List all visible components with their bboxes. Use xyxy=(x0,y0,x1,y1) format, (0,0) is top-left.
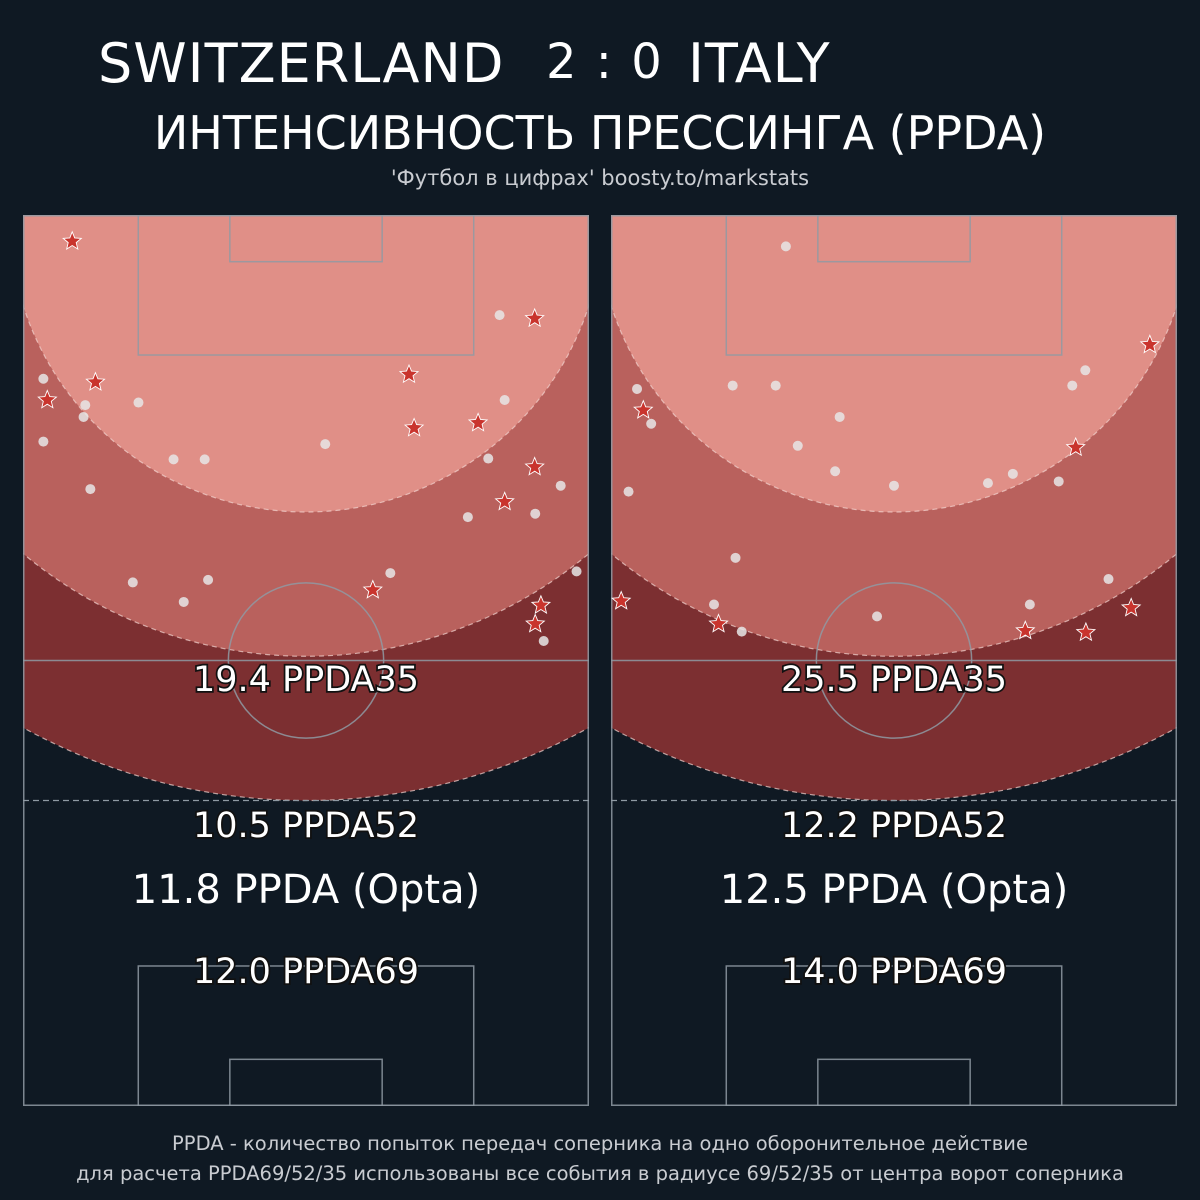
defensive-action-dot xyxy=(1080,365,1091,376)
top-six-yard-box xyxy=(229,215,383,263)
defensive-action-star xyxy=(494,491,515,511)
defensive-action-star xyxy=(611,590,632,610)
defensive-action-dot xyxy=(834,411,845,422)
pitch-chart-switzerland: 19.4 PPDA35 10.5 PPDA52 12.0 PPDA69 11.8 PP… xyxy=(23,215,589,1106)
match-score: 2 : 0 xyxy=(546,34,664,90)
away-team-name: ITALY xyxy=(688,32,831,95)
defensive-action-dot xyxy=(646,418,657,429)
zone-label-ppda69: 12.0 PPDA69 xyxy=(193,952,419,992)
defensive-action-dot xyxy=(571,566,582,577)
defensive-action-dot xyxy=(320,439,331,450)
defensive-action-dot xyxy=(780,241,791,252)
top-six-yard-box xyxy=(817,215,971,263)
opta-ppda-label: 12.5 PPDA (Opta) xyxy=(720,867,1068,913)
defensive-action-dot xyxy=(538,635,549,646)
zone-ppda35 xyxy=(611,215,1177,512)
opta-ppda-label: 11.8 PPDA (Opta) xyxy=(132,867,480,913)
defensive-action-star xyxy=(85,371,106,391)
zone-label-ppda69: 14.0 PPDA69 xyxy=(781,952,1007,992)
defensive-action-dot xyxy=(632,383,643,394)
defensive-action-star xyxy=(467,412,489,432)
defensive-action-dot xyxy=(462,512,473,523)
defensive-action-dot xyxy=(499,394,510,405)
centre-circle xyxy=(227,582,385,739)
match-title: SWITZERLAND 2 : 0 ITALY xyxy=(0,22,1200,102)
defensive-action-dot xyxy=(736,626,747,637)
defensive-action-dot xyxy=(623,486,634,497)
defensive-action-star xyxy=(1015,620,1036,640)
defensive-action-dot xyxy=(199,454,210,465)
defensive-action-dot xyxy=(792,440,803,451)
bottom-penalty-box xyxy=(137,965,475,1106)
zone-label-ppda52: 12.2 PPDA52 xyxy=(781,806,1007,846)
defensive-action-dot xyxy=(872,611,883,622)
defensive-action-dot xyxy=(889,480,899,491)
source-credit: 'Футбол в цифрах' boosty.to/markstats xyxy=(390,166,810,190)
defensive-action-star xyxy=(633,399,654,419)
zone-label-ppda35: 19.4 PPDA35 xyxy=(193,660,419,700)
defensive-action-dot xyxy=(385,568,396,579)
bottom-penalty-box xyxy=(725,965,1063,1106)
defensive-action-star xyxy=(524,307,545,328)
defensive-action-dot xyxy=(38,436,49,447)
defensive-action-star xyxy=(524,456,545,476)
defensive-action-dot xyxy=(178,596,189,607)
defensive-action-dot xyxy=(530,508,541,519)
defensive-action-star xyxy=(403,417,425,437)
defensive-action-dot xyxy=(133,397,144,408)
home-team-name: SWITZERLAND xyxy=(98,32,505,95)
defensive-action-star xyxy=(37,389,58,409)
defensive-action-dot xyxy=(1007,468,1018,479)
top-penalty-box xyxy=(725,215,1063,356)
defensive-action-star xyxy=(62,230,83,250)
zone-label-ppda52: 10.5 PPDA52 xyxy=(193,806,419,846)
top-penalty-box xyxy=(137,215,475,356)
defensive-action-star xyxy=(1139,334,1161,354)
footer-definition: PPDA - количество попыток передач соперн… xyxy=(172,1132,1028,1155)
defensive-action-star xyxy=(1120,597,1142,617)
defensive-action-dot xyxy=(168,454,179,465)
defensive-action-star xyxy=(708,613,729,633)
centre-circle xyxy=(815,582,973,739)
defensive-action-dot xyxy=(78,411,89,422)
defensive-action-star xyxy=(1075,621,1097,642)
footer-method: для расчета PPDA69/52/35 использованы вс… xyxy=(76,1162,1124,1185)
defensive-action-dot xyxy=(38,373,49,384)
defensive-action-dot xyxy=(770,380,781,391)
zone-label-ppda35: 25.5 PPDA35 xyxy=(781,660,1007,700)
defensive-action-dot xyxy=(982,478,993,489)
defensive-action-dot xyxy=(730,552,741,563)
defensive-action-star xyxy=(1065,436,1086,457)
chart-subtitle: ИНТЕНСИВНОСТЬ ПРЕССИНГА (PPDA) xyxy=(153,106,1047,160)
defensive-action-dot xyxy=(1024,599,1035,610)
defensive-action-star xyxy=(525,613,546,633)
zone-ppda35 xyxy=(23,215,589,512)
pitch-italy: 25.5 PPDA35 12.2 PPDA52 14.0 PPDA69 12.5 PP… xyxy=(611,215,1177,1106)
defensive-action-dot xyxy=(709,599,720,610)
defensive-action-dot xyxy=(727,380,738,391)
defensive-action-star xyxy=(398,363,420,384)
defensive-action-dot xyxy=(494,310,505,321)
defensive-action-dot xyxy=(1103,574,1114,585)
pitch-switzerland: 19.4 PPDA35 10.5 PPDA52 12.0 PPDA69 11.8 PP… xyxy=(23,215,589,1106)
defensive-action-dot xyxy=(483,453,494,464)
defensive-action-dot xyxy=(203,574,214,585)
defensive-action-dot xyxy=(555,480,566,491)
defensive-action-star xyxy=(530,594,552,614)
defensive-action-dot xyxy=(85,484,96,495)
defensive-action-dot xyxy=(1053,476,1064,487)
defensive-action-dot xyxy=(830,466,841,477)
defensive-action-dot xyxy=(1067,380,1078,391)
pitch-chart-italy: 25.5 PPDA35 12.2 PPDA52 14.0 PPDA69 12.5 PP… xyxy=(611,215,1177,1106)
defensive-action-star xyxy=(362,579,383,599)
defensive-action-dot xyxy=(80,400,91,411)
defensive-action-dot xyxy=(127,577,138,588)
